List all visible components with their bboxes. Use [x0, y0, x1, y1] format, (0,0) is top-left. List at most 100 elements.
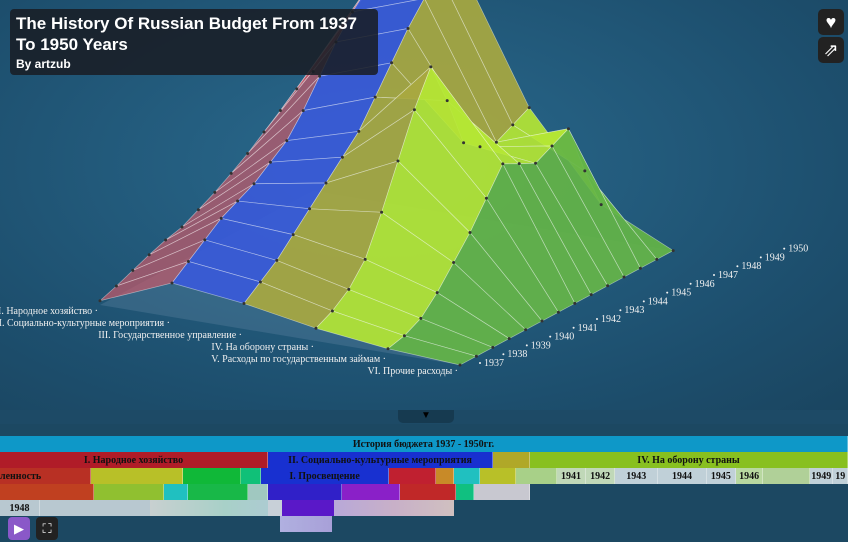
- icicle-node[interactable]: [453, 468, 480, 484]
- data-point: [180, 225, 184, 229]
- year-label: 1945: [671, 288, 691, 299]
- icicle-node[interactable]: ленность: [0, 468, 92, 484]
- data-point: [262, 130, 266, 134]
- icicle-node[interactable]: [182, 468, 242, 484]
- year-label: 1940: [554, 332, 574, 343]
- icicle-node[interactable]: [0, 484, 94, 500]
- data-point: [324, 181, 328, 185]
- year-tick: [502, 353, 505, 356]
- data-point: [540, 319, 544, 323]
- author: By artzub: [16, 57, 71, 71]
- icicle-node[interactable]: IV. На оборону страны: [530, 452, 848, 468]
- share-button[interactable]: ⇗: [818, 37, 844, 63]
- icicle-node[interactable]: I. Народное хозяйство: [0, 452, 268, 468]
- data-point: [295, 87, 299, 91]
- data-point: [203, 238, 207, 242]
- year-tick: [783, 247, 786, 250]
- icicle-node[interactable]: I. Просвещение: [260, 468, 390, 484]
- play-button[interactable]: ▶: [8, 517, 30, 540]
- year-tick: [689, 282, 692, 285]
- icicle-node[interactable]: [248, 484, 268, 500]
- icicle-node[interactable]: [268, 484, 342, 500]
- chart-title: The History Of Russian Budget From 1937 …: [16, 14, 358, 54]
- data-point: [429, 65, 433, 69]
- icicle-node[interactable]: [91, 468, 183, 484]
- icicle-node[interactable]: [342, 484, 400, 500]
- data-point: [258, 280, 262, 284]
- year-label: 1937: [484, 358, 504, 369]
- icicle-node[interactable]: [493, 452, 530, 468]
- year-node[interactable]: 1943: [615, 468, 659, 484]
- year-node[interactable]: 1945: [706, 468, 736, 484]
- data-point: [419, 316, 423, 320]
- heart-icon: ♥: [825, 11, 837, 32]
- year-node[interactable]: 1949: [810, 468, 834, 484]
- like-button[interactable]: ♥: [818, 9, 844, 35]
- data-point: [435, 291, 439, 295]
- year-node[interactable]: 1941: [556, 468, 587, 484]
- data-point: [507, 337, 511, 341]
- year-tick: [666, 291, 669, 294]
- year-label: 1949: [765, 252, 785, 263]
- icicle-node[interactable]: [241, 468, 261, 484]
- data-point: [550, 144, 554, 148]
- icicle-node[interactable]: [282, 500, 334, 516]
- icicle-node[interactable]: [268, 500, 282, 516]
- data-point: [390, 61, 394, 65]
- panel-toggle[interactable]: ▼: [398, 410, 454, 423]
- data-point: [396, 159, 400, 163]
- data-point: [219, 216, 223, 220]
- icicle-node[interactable]: [389, 468, 437, 484]
- data-point: [236, 199, 240, 203]
- data-point: [501, 162, 505, 166]
- year-label: 1942: [601, 314, 621, 325]
- year-node[interactable]: 19: [833, 468, 848, 484]
- data-point: [478, 145, 482, 149]
- chart-stage[interactable]: I. Народное хозяйство · II. Социально-кул…: [0, 0, 848, 410]
- data-point: [484, 196, 488, 200]
- data-point: [147, 253, 151, 257]
- category-label: II. Социально-культурные мероприятия ·: [0, 318, 170, 329]
- icicle-node[interactable]: [150, 500, 300, 516]
- icicle-node[interactable]: [479, 468, 516, 484]
- icicle-node[interactable]: [400, 484, 456, 500]
- data-point: [314, 326, 318, 330]
- icicle-node[interactable]: [474, 484, 530, 500]
- category-label: VI. Прочие расходы ·: [367, 366, 458, 377]
- data-point: [131, 268, 135, 272]
- data-point: [340, 155, 344, 159]
- icicle-node[interactable]: [164, 484, 188, 500]
- data-point: [622, 275, 626, 279]
- icicle-node[interactable]: II. Социально-культурные мероприятия: [268, 452, 493, 468]
- fullscreen-icon: ⛶: [42, 520, 52, 536]
- data-point: [599, 203, 603, 207]
- data-point: [363, 257, 367, 261]
- icicle-node[interactable]: [456, 484, 474, 500]
- data-point: [246, 152, 250, 156]
- fullscreen-button[interactable]: ⛶: [36, 517, 58, 540]
- category-label: III. Государственное управление ·: [98, 330, 242, 341]
- year-label: 1941: [578, 323, 598, 334]
- data-point: [275, 258, 279, 262]
- year-node[interactable]: 1942: [586, 468, 616, 484]
- icicle-node[interactable]: [94, 484, 164, 500]
- icicle-node[interactable]: [188, 484, 248, 500]
- title-card: The History Of Russian Budget From 1937 …: [10, 9, 378, 75]
- icicle-root[interactable]: История бюджета 1937 - 1950гг.: [0, 436, 848, 452]
- data-point: [583, 169, 587, 173]
- year-node[interactable]: 1944: [658, 468, 707, 484]
- data-point: [458, 363, 462, 367]
- icicle-node[interactable]: [515, 468, 557, 484]
- year-node[interactable]: 1946: [736, 468, 764, 484]
- year-node[interactable]: [763, 468, 810, 484]
- icicle-node[interactable]: [436, 468, 454, 484]
- year-label: 1950: [788, 244, 808, 255]
- data-point: [606, 284, 610, 288]
- icicle-node[interactable]: [280, 516, 332, 532]
- icicle-node[interactable]: [334, 500, 454, 516]
- icicle-node[interactable]: 1948: [0, 500, 150, 516]
- year-tick: [619, 309, 622, 312]
- data-point: [412, 108, 416, 112]
- year-label: 1948: [0, 500, 40, 516]
- data-point: [655, 257, 659, 261]
